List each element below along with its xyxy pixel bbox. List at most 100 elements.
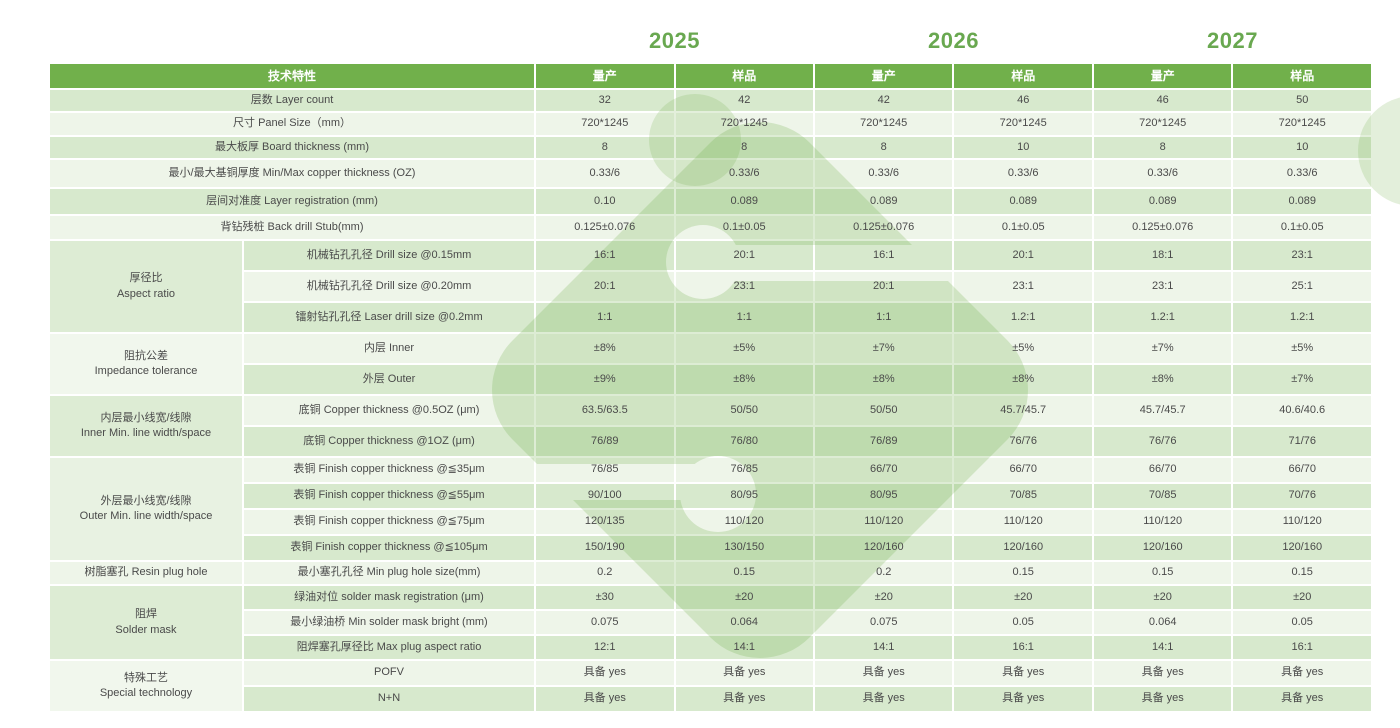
row-label: N+N xyxy=(244,687,535,711)
row-label: 层间对准度 Layer registration (mm) xyxy=(50,189,535,214)
table-row: 机械钻孔孔径 Drill size @0.20mm 20:1 23:1 20:1… xyxy=(50,272,1371,301)
value-cell: 40.6/40.6 xyxy=(1233,396,1371,425)
value-cell: ±7% xyxy=(814,334,953,363)
value-cell: 720*1245 xyxy=(536,113,674,135)
value-cell: 20:1 xyxy=(536,272,674,301)
value-cell: 110/120 xyxy=(675,510,813,534)
value-cell: ±8% xyxy=(814,365,953,394)
value-cell: 0.1±0.05 xyxy=(954,216,1092,239)
value-cell: 具备 yes xyxy=(954,661,1092,685)
value-cell: 18:1 xyxy=(1093,241,1232,270)
year-headings: 2025 2026 2027 xyxy=(0,28,1400,58)
value-cell: 23:1 xyxy=(1093,272,1232,301)
value-cell: 0.1±0.05 xyxy=(1233,216,1371,239)
value-cell: 0.33/6 xyxy=(1093,160,1232,187)
value-cell: 8 xyxy=(536,137,674,158)
value-cell: 130/150 xyxy=(675,536,813,560)
value-cell: 120/160 xyxy=(1093,536,1232,560)
value-cell: ±7% xyxy=(1233,365,1371,394)
row-label: 机械钻孔孔径 Drill size @0.20mm xyxy=(244,272,535,301)
table-row: 底铜 Copper thickness @1OZ (μm) 76/89 76/8… xyxy=(50,427,1371,456)
value-cell: 70/85 xyxy=(954,484,1092,508)
value-cell: 25:1 xyxy=(1233,272,1371,301)
year-label-2025: 2025 xyxy=(649,28,700,53)
value-cell: 0.125±0.076 xyxy=(1093,216,1232,239)
value-cell: 66/70 xyxy=(814,458,953,482)
group-label-special-technology: 特殊工艺 Special technology xyxy=(50,661,242,711)
table-row: 阻抗公差 Impedance tolerance 内层 Inner ±8% ±5… xyxy=(50,334,1371,394)
value-cell: 0.089 xyxy=(954,189,1092,214)
value-cell: 110/120 xyxy=(954,510,1092,534)
value-cell: 0.064 xyxy=(675,611,813,634)
value-cell: 70/85 xyxy=(1093,484,1232,508)
value-cell: 80/95 xyxy=(814,484,953,508)
value-cell: 0.15 xyxy=(1093,562,1232,584)
value-cell: 0.05 xyxy=(954,611,1092,634)
value-cell: 具备 yes xyxy=(814,661,953,685)
value-cell: 23:1 xyxy=(954,272,1092,301)
column-header-mass-production: 量产 xyxy=(814,64,953,88)
table-row: 阻焊 Solder mask 绿油对位 solder mask registra… xyxy=(50,586,1371,659)
row-label: 阻焊塞孔厚径比 Max plug aspect ratio xyxy=(244,636,535,659)
value-cell: 具备 yes xyxy=(814,687,953,711)
value-cell: ±7% xyxy=(1093,334,1232,363)
value-cell: 1.2:1 xyxy=(954,303,1092,332)
column-header-sample: 样品 xyxy=(954,64,1092,88)
value-cell: 1:1 xyxy=(675,303,813,332)
value-cell: 32 xyxy=(536,90,674,111)
value-cell: 具备 yes xyxy=(954,687,1092,711)
group-label-aspect-ratio: 厚径比 Aspect ratio xyxy=(50,241,242,332)
value-cell: 76/80 xyxy=(675,427,813,456)
value-cell: 1:1 xyxy=(814,303,953,332)
value-cell: 16:1 xyxy=(536,241,674,270)
value-cell: 66/70 xyxy=(954,458,1092,482)
value-cell: 14:1 xyxy=(814,636,953,659)
value-cell: 0.15 xyxy=(1233,562,1371,584)
value-cell: 具备 yes xyxy=(536,687,674,711)
value-cell: 1.2:1 xyxy=(1093,303,1232,332)
value-cell: 0.10 xyxy=(536,189,674,214)
value-cell: 46 xyxy=(954,90,1092,111)
table-row: 表铜 Finish copper thickness @≦105μm 150/1… xyxy=(50,536,1371,560)
value-cell: 0.089 xyxy=(1093,189,1232,214)
value-cell: ±30 xyxy=(536,586,674,609)
value-cell: 50/50 xyxy=(675,396,813,425)
value-cell: 14:1 xyxy=(1093,636,1232,659)
value-cell: ±5% xyxy=(954,334,1092,363)
value-cell: 16:1 xyxy=(954,636,1092,659)
watermark-dot xyxy=(649,94,741,186)
value-cell: 20:1 xyxy=(814,272,953,301)
value-cell: ±20 xyxy=(814,586,953,609)
value-cell: 14:1 xyxy=(675,636,813,659)
value-cell: 0.075 xyxy=(814,611,953,634)
value-cell: 10 xyxy=(1233,137,1371,158)
table-row: 尺寸 Panel Size（mm） 720*1245 720*1245 720*… xyxy=(50,113,1371,135)
value-cell: 76/85 xyxy=(536,458,674,482)
value-cell: 0.125±0.076 xyxy=(814,216,953,239)
group-label-impedance-tolerance: 阻抗公差 Impedance tolerance xyxy=(50,334,242,394)
value-cell: 具备 yes xyxy=(1093,687,1232,711)
value-cell: 76/76 xyxy=(954,427,1092,456)
column-header-sample: 样品 xyxy=(1233,64,1371,88)
row-label: 底铜 Copper thickness @0.5OZ (μm) xyxy=(244,396,535,425)
value-cell: 0.1±0.05 xyxy=(675,216,813,239)
value-cell: 16:1 xyxy=(814,241,953,270)
value-cell: 0.33/6 xyxy=(675,160,813,187)
value-cell: 720*1245 xyxy=(954,113,1092,135)
value-cell: 0.089 xyxy=(675,189,813,214)
value-cell: 0.089 xyxy=(1233,189,1371,214)
value-cell: 0.064 xyxy=(1093,611,1232,634)
value-cell: 0.075 xyxy=(536,611,674,634)
table-row: 层间对准度 Layer registration (mm) 0.10 0.089… xyxy=(50,189,1371,214)
value-cell: 20:1 xyxy=(954,241,1092,270)
value-cell: 23:1 xyxy=(1233,241,1371,270)
value-cell: 16:1 xyxy=(1233,636,1371,659)
value-cell: 42 xyxy=(814,90,953,111)
table-row: 阻焊塞孔厚径比 Max plug aspect ratio 12:1 14:1 … xyxy=(50,636,1371,659)
value-cell: 71/76 xyxy=(1233,427,1371,456)
value-cell: ±5% xyxy=(675,334,813,363)
value-cell: 0.33/6 xyxy=(1233,160,1371,187)
value-cell: 1.2:1 xyxy=(1233,303,1371,332)
value-cell: 50 xyxy=(1233,90,1371,111)
value-cell: 720*1245 xyxy=(675,113,813,135)
